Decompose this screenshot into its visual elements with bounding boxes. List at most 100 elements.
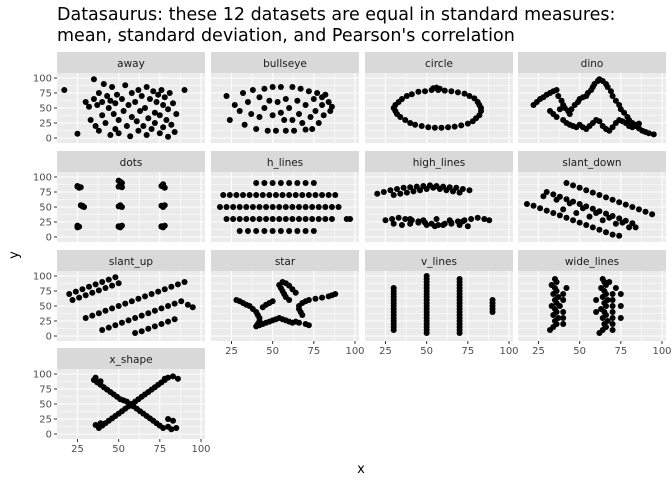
data-point	[589, 224, 596, 231]
data-point	[163, 117, 170, 123]
data-point	[112, 100, 119, 107]
data-point	[263, 216, 270, 222]
y-axis-title: y	[7, 251, 22, 259]
data-point	[158, 305, 165, 312]
data-point	[184, 301, 191, 308]
data-point	[609, 93, 616, 99]
facet-strip	[518, 250, 666, 271]
data-point	[158, 223, 165, 230]
data-point	[551, 276, 558, 282]
data-point	[107, 97, 114, 104]
data-point	[468, 216, 475, 222]
data-point	[555, 294, 562, 300]
data-point	[450, 188, 456, 195]
data-point	[94, 102, 101, 108]
data-point	[289, 84, 296, 90]
facet-wide_lines: wide_lines 25 50 75 100	[518, 250, 672, 357]
data-point	[120, 108, 127, 114]
data-point	[256, 114, 263, 120]
y-tick-label: 50	[39, 104, 52, 115]
data-point	[451, 123, 458, 130]
data-point	[109, 305, 116, 312]
data-point	[560, 309, 567, 315]
data-point	[543, 207, 550, 214]
data-point	[153, 99, 160, 105]
data-point	[616, 232, 623, 239]
facet-strip	[57, 52, 205, 73]
data-point	[576, 184, 583, 191]
data-point	[294, 97, 301, 104]
facet-strip	[57, 250, 205, 271]
data-point	[430, 184, 437, 191]
data-point	[112, 126, 119, 132]
data-point	[263, 204, 270, 210]
data-point	[609, 196, 616, 203]
data-point	[425, 124, 432, 131]
data-point	[165, 303, 172, 309]
data-point	[132, 315, 139, 321]
data-point	[156, 130, 163, 137]
data-point	[390, 285, 397, 291]
data-point	[606, 214, 613, 221]
data-point	[189, 304, 196, 311]
data-point	[603, 229, 609, 236]
data-point	[319, 294, 326, 301]
data-point	[92, 123, 99, 129]
data-point	[115, 130, 122, 137]
data-point	[110, 111, 117, 117]
data-point	[269, 84, 276, 90]
data-point	[100, 81, 107, 87]
data-point	[135, 87, 142, 93]
data-point	[556, 212, 563, 219]
data-point	[609, 297, 616, 303]
data-point	[240, 192, 246, 198]
data-point	[604, 297, 611, 303]
data-point	[448, 88, 455, 95]
y-tick-label: 25	[39, 317, 52, 328]
data-point	[160, 102, 167, 108]
data-point	[556, 303, 563, 309]
y-tick-label: 50	[39, 400, 52, 411]
data-point	[563, 180, 570, 186]
y-tick-label: 75	[39, 89, 52, 100]
data-point	[573, 210, 580, 216]
data-point	[160, 181, 167, 188]
data-point	[74, 130, 81, 137]
data-point	[82, 315, 89, 321]
data-point	[322, 216, 329, 222]
data-point	[161, 375, 168, 382]
data-point	[97, 378, 104, 385]
data-point	[299, 192, 306, 198]
x-tick-label: 50	[112, 444, 125, 455]
data-point	[171, 129, 178, 135]
facet-h_lines: h_lines	[211, 151, 359, 242]
data-point	[612, 285, 619, 291]
x-tick-label: 50	[573, 346, 586, 357]
data-point	[310, 228, 317, 234]
x-tick-label: 50	[420, 346, 433, 357]
data-point	[548, 303, 555, 309]
data-point	[276, 204, 283, 210]
data-point	[89, 289, 96, 296]
data-point	[603, 210, 609, 217]
data-point	[253, 126, 260, 132]
data-point	[145, 115, 152, 122]
data-point	[410, 188, 417, 195]
data-point	[617, 291, 624, 297]
data-point	[563, 285, 570, 291]
data-point	[243, 204, 250, 210]
y-tick-label: 100	[33, 370, 52, 381]
data-point	[312, 295, 319, 302]
facet-away: away 0 25 50 75 100	[33, 52, 205, 145]
data-point	[102, 120, 109, 126]
data-point	[286, 105, 293, 111]
data-point	[556, 106, 563, 113]
data-point	[249, 204, 256, 210]
data-point	[151, 307, 158, 314]
data-point	[266, 192, 273, 198]
data-point	[249, 87, 256, 93]
data-point	[310, 180, 317, 186]
data-point	[158, 321, 165, 327]
data-point	[407, 120, 414, 126]
data-point	[114, 91, 120, 98]
